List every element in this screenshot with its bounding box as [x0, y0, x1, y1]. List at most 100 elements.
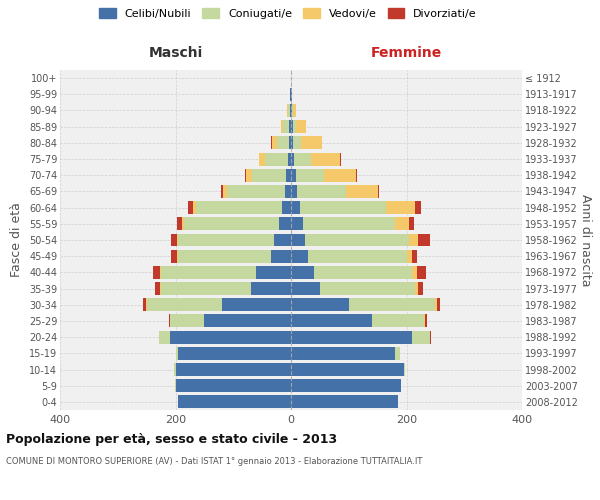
Bar — [291, 314, 372, 328]
Bar — [175, 363, 176, 376]
Bar — [325, 169, 356, 181]
Bar — [280, 218, 291, 230]
Bar — [291, 250, 308, 262]
Bar — [176, 347, 178, 360]
Bar — [291, 104, 292, 117]
Bar — [259, 152, 265, 166]
Bar — [293, 136, 301, 149]
Bar — [177, 250, 178, 262]
Bar — [291, 136, 293, 149]
Bar — [349, 298, 436, 311]
Bar — [292, 104, 293, 117]
Bar — [285, 185, 291, 198]
Bar — [184, 218, 280, 230]
Bar — [297, 185, 346, 198]
Bar — [291, 266, 314, 279]
Bar — [418, 234, 430, 246]
Text: Maschi: Maschi — [148, 46, 203, 60]
Bar — [169, 314, 170, 328]
Bar — [146, 298, 222, 311]
Text: Femmine: Femmine — [371, 46, 442, 60]
Bar — [160, 266, 161, 279]
Bar — [302, 218, 395, 230]
Bar — [291, 218, 302, 230]
Bar — [274, 234, 291, 246]
Bar — [177, 218, 182, 230]
Bar — [291, 185, 297, 198]
Bar — [320, 282, 415, 295]
Bar — [205, 314, 291, 328]
Bar — [288, 104, 290, 117]
Bar — [418, 282, 422, 295]
Bar — [143, 298, 146, 311]
Bar — [188, 201, 193, 214]
Bar — [178, 396, 291, 408]
Bar — [372, 314, 424, 328]
Bar — [417, 266, 425, 279]
Bar — [193, 201, 196, 214]
Legend: Celibi/Nubili, Coniugati/e, Vedovi/e, Divorziati/e: Celibi/Nubili, Coniugati/e, Vedovi/e, Di… — [99, 8, 477, 19]
Bar — [299, 201, 386, 214]
Bar — [252, 169, 286, 181]
Bar — [287, 104, 288, 117]
Bar — [291, 298, 349, 311]
Bar — [161, 266, 256, 279]
Y-axis label: Anni di nascita: Anni di nascita — [578, 194, 592, 286]
Bar — [395, 218, 409, 230]
Bar — [415, 201, 421, 214]
Bar — [283, 120, 289, 133]
Bar — [265, 152, 288, 166]
Bar — [283, 201, 291, 214]
Bar — [296, 120, 306, 133]
Bar — [281, 120, 283, 133]
Bar — [271, 250, 291, 262]
Bar — [430, 330, 431, 344]
Bar — [293, 104, 296, 117]
Bar — [155, 282, 160, 295]
Bar — [291, 330, 412, 344]
Bar — [386, 201, 415, 214]
Bar — [436, 298, 437, 311]
Bar — [288, 152, 291, 166]
Text: Popolazione per età, sesso e stato civile - 2013: Popolazione per età, sesso e stato civil… — [6, 432, 337, 446]
Bar — [289, 136, 291, 149]
Bar — [407, 250, 412, 262]
Bar — [178, 250, 271, 262]
Bar — [296, 169, 325, 181]
Bar — [176, 234, 178, 246]
Bar — [222, 298, 291, 311]
Bar — [291, 169, 296, 181]
Bar — [161, 282, 251, 295]
Bar — [409, 234, 418, 246]
Bar — [395, 347, 400, 360]
Bar — [178, 347, 291, 360]
Text: COMUNE DI MONTORO SUPERIORE (AV) - Dati ISTAT 1° gennaio 2013 - Elaborazione TUT: COMUNE DI MONTORO SUPERIORE (AV) - Dati … — [6, 458, 422, 466]
Bar — [291, 347, 395, 360]
Bar — [176, 363, 291, 376]
Bar — [308, 250, 407, 262]
Bar — [160, 330, 170, 344]
Bar — [409, 218, 414, 230]
Bar — [346, 185, 377, 198]
Bar — [314, 266, 412, 279]
Bar — [415, 282, 418, 295]
Bar — [246, 169, 252, 181]
Bar — [301, 136, 322, 149]
Bar — [437, 298, 440, 311]
Bar — [221, 185, 223, 198]
Bar — [291, 120, 293, 133]
Bar — [412, 266, 417, 279]
Bar — [172, 250, 177, 262]
Bar — [227, 185, 285, 198]
Bar — [291, 379, 401, 392]
Bar — [291, 282, 320, 295]
Bar — [176, 379, 291, 392]
Bar — [356, 169, 358, 181]
Bar — [171, 234, 176, 246]
Bar — [412, 250, 417, 262]
Bar — [294, 152, 311, 166]
Bar — [170, 330, 291, 344]
Bar — [293, 120, 296, 133]
Bar — [291, 396, 398, 408]
Bar — [153, 266, 160, 279]
